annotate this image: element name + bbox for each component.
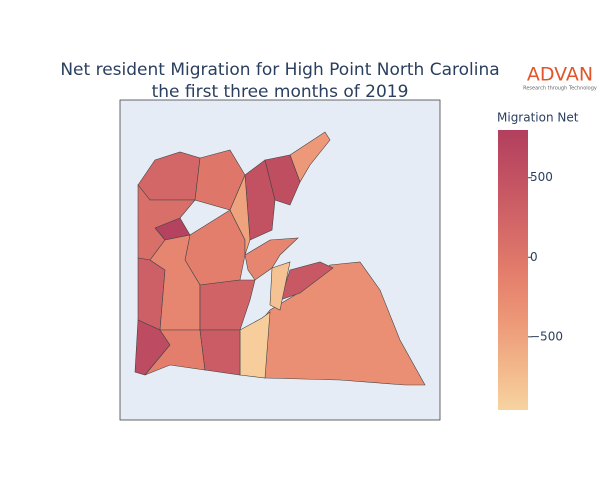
region [279,261,334,301]
colorbar-title: Migration Net [497,111,579,125]
colorbar-tick-label: 500 [530,170,553,184]
region [229,174,251,256]
chart-title: Net resident Migration for High Point No… [60,60,499,80]
colorbar-tick-label: 0 [530,250,538,264]
region [264,154,301,206]
region [199,329,241,376]
region [269,261,291,311]
chart-subtitle: the first three months of 2019 [152,82,409,102]
logo-name: ADVAN [527,64,593,86]
logo-tagline: Research through Technology [523,86,597,92]
colorbar [498,130,528,410]
region [244,237,299,281]
colorbar-tick-label: −500 [530,329,563,343]
regions [134,131,426,386]
